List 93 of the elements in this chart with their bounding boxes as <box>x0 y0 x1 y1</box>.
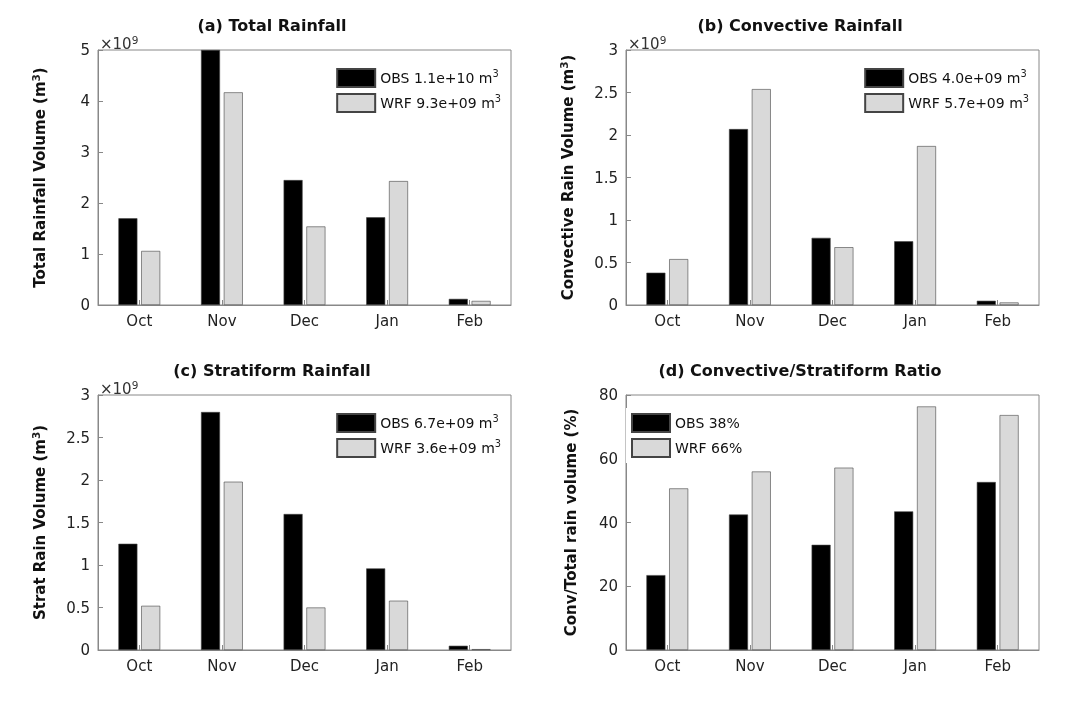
legend-label: OBS 38% <box>675 415 740 431</box>
x-tick-label: Jan <box>902 311 927 330</box>
y-tick-label: 1 <box>608 211 618 229</box>
bar <box>306 607 326 650</box>
y-tick-label: 4 <box>80 92 90 110</box>
bar <box>223 92 243 305</box>
x-tick-label: Jan <box>374 311 399 330</box>
y-axis-title: Convective Rain Volume (m3) <box>557 54 577 301</box>
y-tick-label: 3 <box>80 143 90 161</box>
x-tick-label: Feb <box>984 656 1011 675</box>
y-tick-label: 2.5 <box>66 428 90 447</box>
bar <box>976 300 996 305</box>
bar <box>751 89 771 305</box>
bar <box>834 247 854 305</box>
x-tick-label: Oct <box>126 656 153 675</box>
y-axis-title: Total Rainfall Volume (m3) <box>29 67 49 288</box>
bar <box>834 467 854 650</box>
bar <box>729 514 748 650</box>
bar <box>201 50 220 305</box>
bar <box>448 298 468 305</box>
y-tick-label: 20 <box>598 577 618 596</box>
y-tick-label: 1.5 <box>66 513 90 532</box>
y-tick-label: 0 <box>80 296 90 314</box>
x-tick-label: Dec <box>289 311 320 330</box>
y-axis-title: Strat Rain Volume (m3) <box>29 424 49 621</box>
bar <box>223 481 243 650</box>
bar <box>999 415 1019 650</box>
x-tick-label: Oct <box>126 311 153 330</box>
y-tick-label: 1.5 <box>594 168 618 187</box>
bar <box>917 146 936 305</box>
y-tick-label: 0.5 <box>594 253 618 272</box>
legend-label: WRF 66% <box>675 440 743 456</box>
x-tick-label: Oct <box>654 311 681 330</box>
bar <box>389 181 408 305</box>
chart-title: (b) Convective Rainfall <box>697 15 903 35</box>
y-tick-label: 0.5 <box>66 598 90 617</box>
y-tick-label: 5 <box>80 41 90 59</box>
bar <box>751 471 771 650</box>
x-tick-label: Dec <box>289 656 320 675</box>
chart-title: (a) Total Rainfall <box>197 15 347 35</box>
chart-title: (c) Stratiform Rainfall <box>173 360 371 380</box>
chart-title: (d) Convective/Stratiform Ratio <box>658 360 942 380</box>
y-tick-label: 0 <box>608 296 618 314</box>
bar <box>894 511 914 650</box>
bar <box>306 226 326 305</box>
bar <box>366 568 386 650</box>
x-tick-label: Nov <box>207 656 237 675</box>
y-tick-label: 2.5 <box>594 83 618 102</box>
y-tick-label: 0 <box>608 641 618 659</box>
bar <box>669 488 689 650</box>
bar <box>141 250 161 305</box>
x-tick-label: Nov <box>207 311 237 330</box>
x-tick-label: Feb <box>456 656 483 675</box>
x-tick-label: Oct <box>654 656 681 675</box>
x-tick-label: Nov <box>735 656 765 675</box>
y-tick-label: 3 <box>80 386 90 404</box>
bar <box>201 412 220 650</box>
bar <box>646 575 666 650</box>
bar <box>471 300 491 305</box>
bar <box>811 237 831 305</box>
bar <box>118 543 138 650</box>
bar <box>448 645 468 650</box>
x-tick-label: Jan <box>374 656 399 675</box>
bar <box>283 180 303 305</box>
bar <box>669 259 689 305</box>
y-axis-title: Conv/Total rain volume (%) <box>561 408 580 637</box>
y-tick-label: 1 <box>80 245 90 263</box>
y-tick-label: 2 <box>80 194 90 212</box>
y-tick-label: 2 <box>80 471 90 489</box>
bar <box>729 129 748 305</box>
y-tick-label: 60 <box>598 449 618 468</box>
bar <box>389 600 408 650</box>
bar <box>283 514 303 650</box>
x-tick-label: Feb <box>456 311 483 330</box>
bar <box>976 482 996 650</box>
y-tick-label: 2 <box>608 126 618 144</box>
bar <box>811 544 831 650</box>
bar <box>646 272 666 305</box>
x-tick-label: Nov <box>735 311 765 330</box>
bar <box>366 217 386 305</box>
y-tick-label: 80 <box>598 386 618 404</box>
bar <box>118 218 138 305</box>
y-tick-label: 40 <box>598 513 618 532</box>
bar <box>141 605 161 650</box>
x-tick-label: Dec <box>817 656 848 675</box>
x-tick-label: Feb <box>984 311 1011 330</box>
bar <box>894 241 914 305</box>
x-tick-label: Jan <box>902 656 927 675</box>
bar <box>917 406 936 650</box>
y-tick-label: 3 <box>608 41 618 59</box>
x-tick-label: Dec <box>817 311 848 330</box>
y-tick-label: 0 <box>80 641 90 659</box>
y-tick-label: 1 <box>80 556 90 574</box>
